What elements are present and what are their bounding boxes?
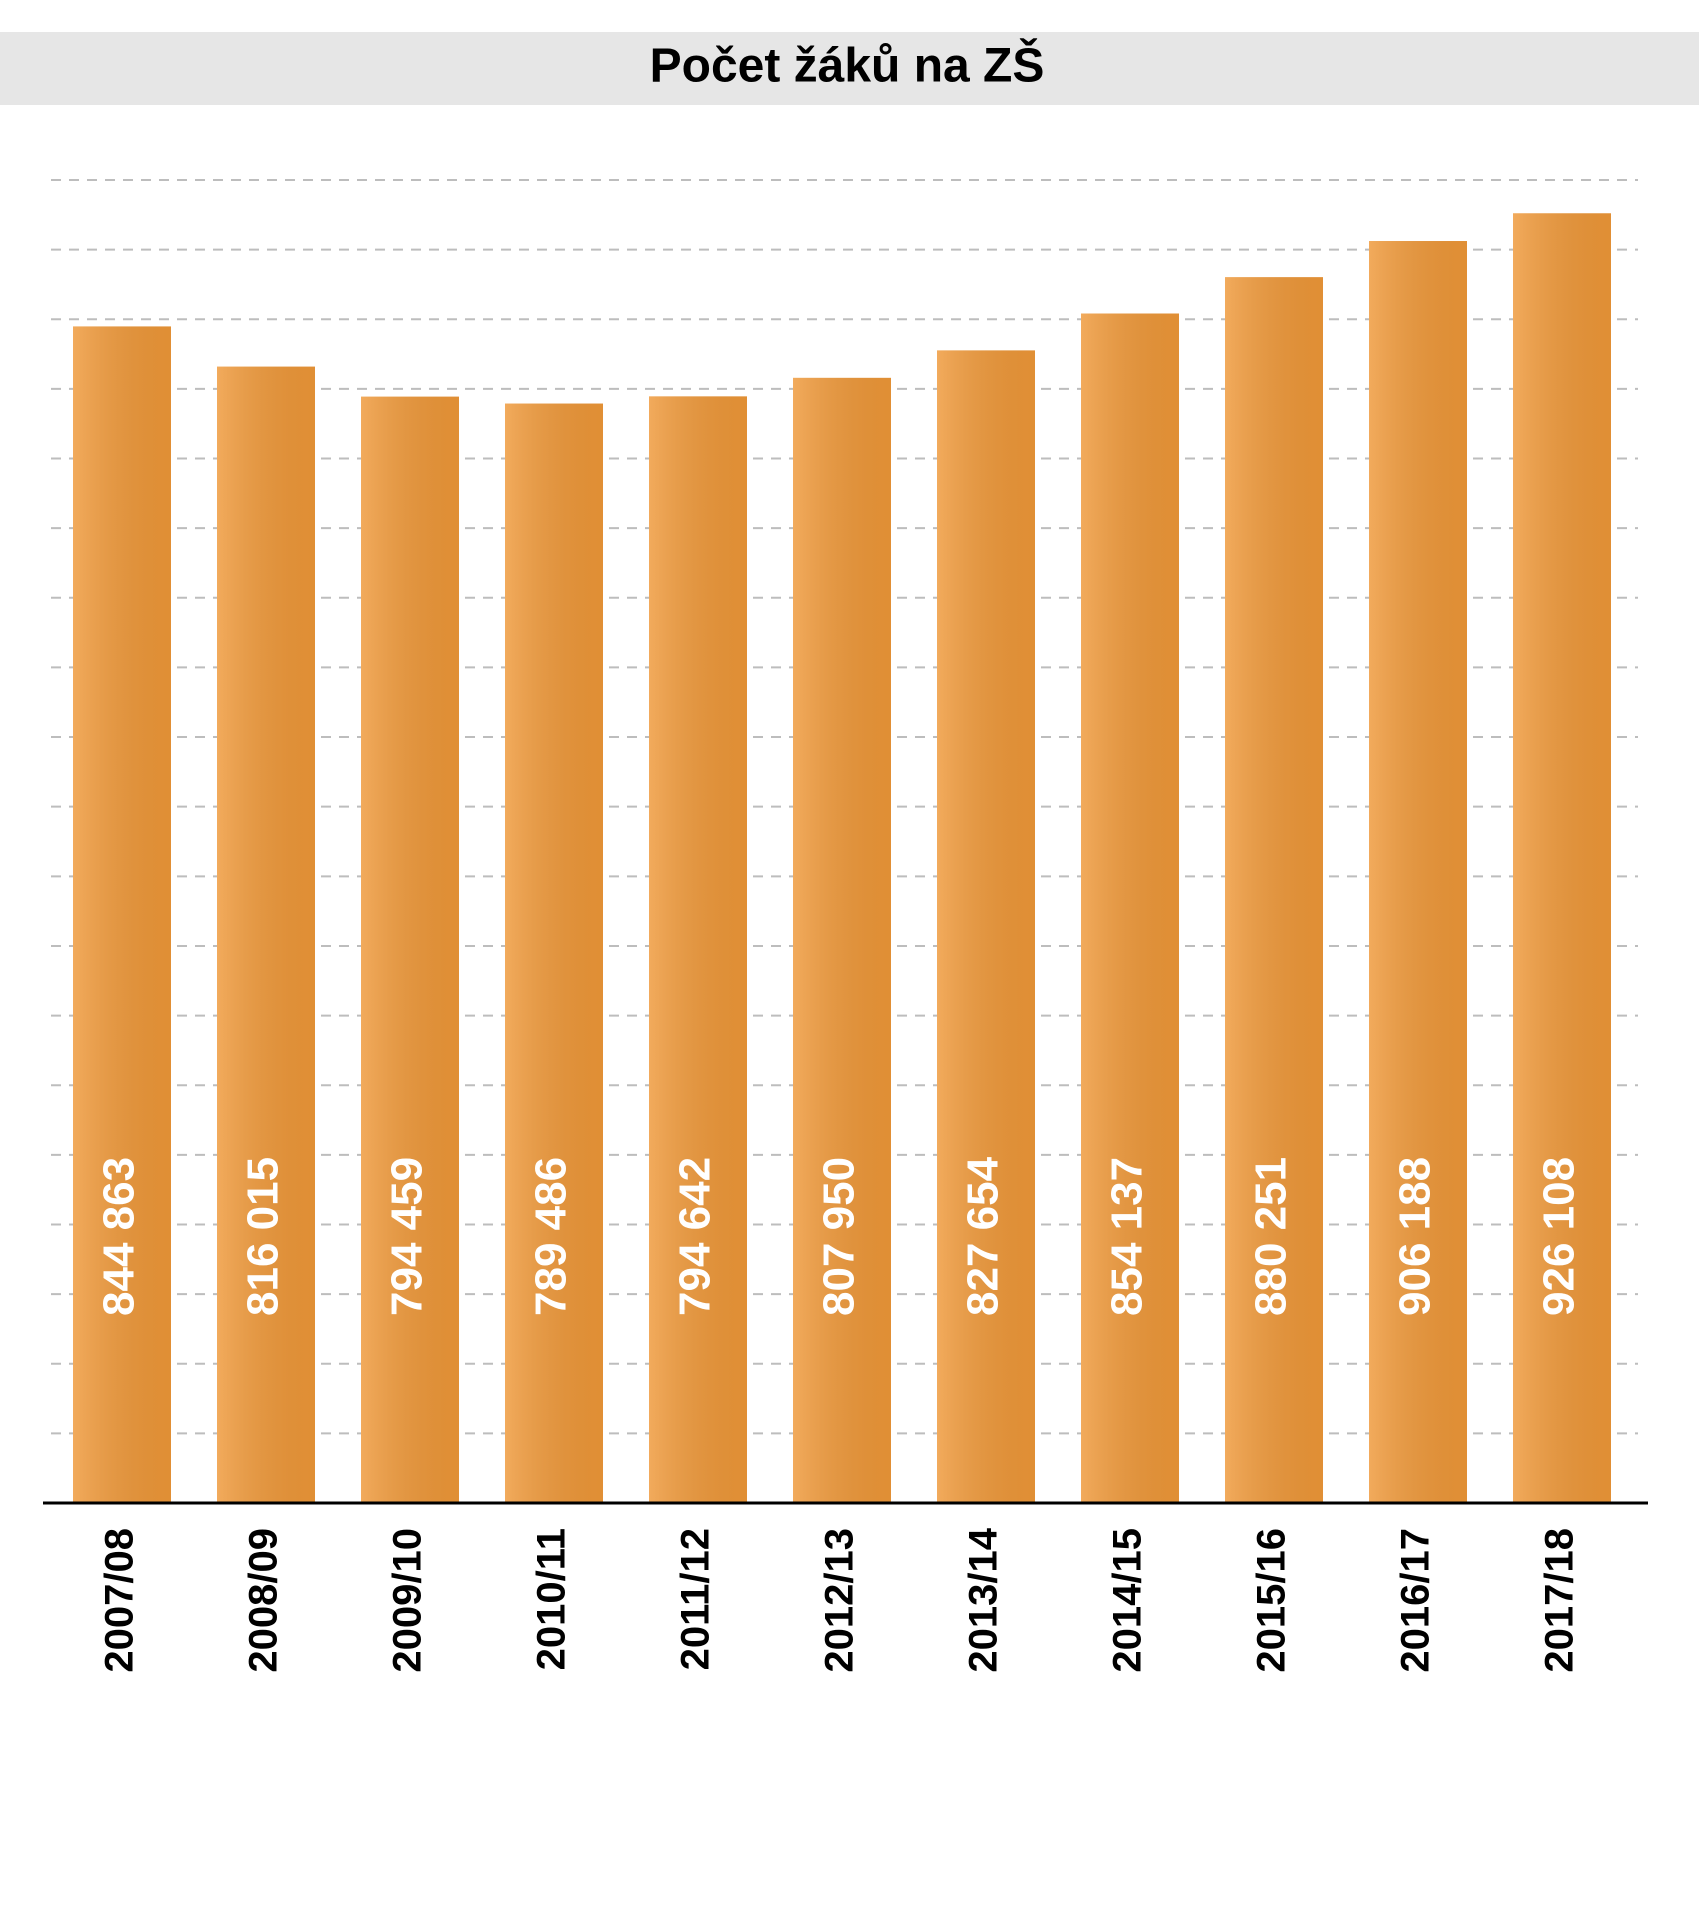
x-tick-label: 2010/11 — [530, 1528, 574, 1670]
x-tick-label: 2015/16 — [1250, 1528, 1294, 1673]
value-label: 926 108 — [1535, 1157, 1584, 1316]
x-tick-label: 2013/14 — [962, 1527, 1006, 1672]
value-label: 816 015 — [239, 1157, 288, 1316]
value-label: 906 188 — [1391, 1157, 1440, 1316]
x-tick-label: 2017/18 — [1538, 1528, 1582, 1673]
bar-shade — [1225, 277, 1323, 1504]
bar-shade — [1081, 313, 1179, 1503]
bar-shade — [1369, 241, 1467, 1504]
bar-shade — [649, 396, 747, 1503]
title-band — [0, 32, 1699, 105]
value-label: 794 642 — [671, 1157, 720, 1316]
value-label: 827 654 — [959, 1156, 1008, 1316]
x-tick-label: 2012/13 — [818, 1528, 862, 1673]
x-tick-label: 2011/12 — [674, 1528, 718, 1670]
value-label: 789 486 — [527, 1157, 576, 1316]
value-label: 794 459 — [383, 1157, 432, 1316]
bar-shade — [217, 366, 315, 1503]
value-label: 854 137 — [1103, 1157, 1152, 1316]
x-tick-label: 2014/15 — [1106, 1528, 1150, 1673]
x-tick-label: 2016/17 — [1394, 1528, 1438, 1673]
bar-shade — [505, 403, 603, 1503]
chart-title: Počet žáků na ZŠ — [650, 38, 1045, 93]
bar-shade — [73, 326, 171, 1503]
value-label: 844 863 — [95, 1157, 144, 1316]
value-label: 880 251 — [1247, 1157, 1296, 1316]
x-tick-label: 2007/08 — [98, 1528, 142, 1673]
bar-shade — [1513, 213, 1611, 1504]
value-label: 807 950 — [815, 1157, 864, 1316]
bar-shade — [361, 396, 459, 1503]
bar-shade — [793, 377, 891, 1504]
x-tick-label: 2009/10 — [386, 1528, 430, 1673]
bar-shade — [937, 350, 1035, 1503]
x-tick-label: 2008/09 — [242, 1528, 286, 1673]
